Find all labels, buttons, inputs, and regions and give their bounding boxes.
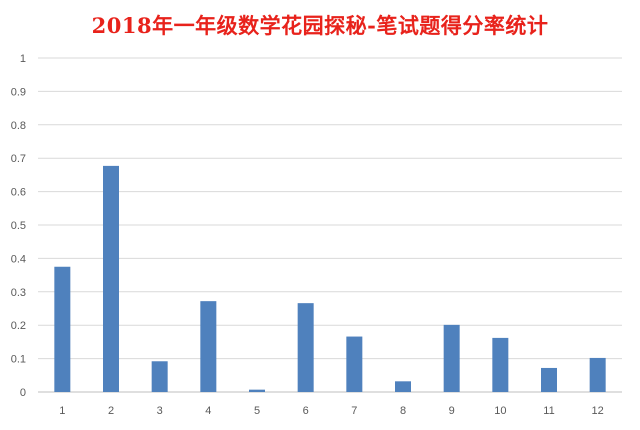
bar <box>151 361 168 392</box>
bar <box>200 301 217 392</box>
x-tick-label: 8 <box>400 405 406 417</box>
y-tick-label: 0.6 <box>11 187 26 199</box>
x-tick-label: 9 <box>449 405 455 417</box>
y-tick-label: 0.8 <box>11 120 26 132</box>
x-tick-label: 6 <box>303 405 309 417</box>
bar <box>346 336 363 392</box>
y-tick-label: 1 <box>20 53 26 65</box>
x-tick-label: 11 <box>543 405 554 417</box>
bar <box>103 165 119 392</box>
y-tick-label: 0.7 <box>11 153 26 165</box>
x-tick-label: 4 <box>205 405 211 417</box>
y-tick-label: 0.1 <box>11 354 26 366</box>
chart-title: 2018年一年级数学花园探秘-笔试题得分率统计 <box>91 13 549 38</box>
y-tick-label: 0 <box>20 387 26 399</box>
x-tick-label: 10 <box>494 405 506 417</box>
x-tick-label: 3 <box>157 405 163 417</box>
x-tick-label: 5 <box>254 405 260 417</box>
y-tick-label: 0.5 <box>11 220 26 232</box>
bar <box>541 367 557 392</box>
y-tick-label: 0.9 <box>11 86 26 98</box>
x-tick-label: 7 <box>351 405 357 417</box>
y-tick-label: 0.4 <box>11 253 26 265</box>
bar <box>443 324 460 392</box>
bar <box>395 381 411 392</box>
x-tick-label: 2 <box>108 405 114 417</box>
y-tick-label: 0.3 <box>11 287 26 299</box>
x-tick-label: 1 <box>59 405 65 417</box>
bar <box>54 266 71 392</box>
bar <box>297 303 314 392</box>
y-tick-label: 0.2 <box>11 320 26 332</box>
x-tick-label: 12 <box>592 405 604 417</box>
bar <box>589 357 606 392</box>
bar <box>492 337 509 392</box>
bar <box>249 389 265 392</box>
